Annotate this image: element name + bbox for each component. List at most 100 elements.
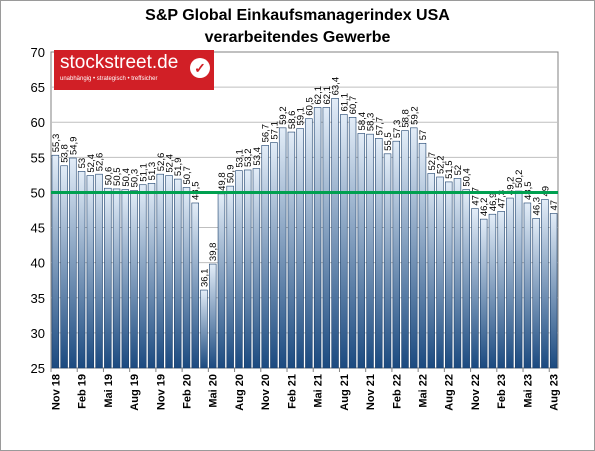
bar <box>278 127 287 369</box>
bar <box>217 193 226 369</box>
data-label: 59,2 <box>278 106 289 125</box>
data-label: 57 <box>418 130 429 141</box>
x-tick-label: Feb 21 <box>286 374 298 409</box>
x-tick-label: Aug 20 <box>234 374 246 411</box>
data-label: 56,7 <box>261 124 272 143</box>
data-label: 57,1 <box>269 121 280 140</box>
x-tick-label: Nov 22 <box>470 374 482 410</box>
data-label: 50,4 <box>121 168 132 187</box>
data-label: 47,3 <box>497 190 508 209</box>
bar <box>340 114 348 369</box>
chart-title: S&P Global Einkaufsmanagerindex USA vera… <box>1 5 594 49</box>
data-label: 52,6 <box>156 153 167 172</box>
data-label: 53,4 <box>252 147 263 166</box>
bar <box>366 133 374 369</box>
data-label: 46,9 <box>488 193 499 212</box>
bar <box>541 199 549 369</box>
x-tick-label: Aug 22 <box>444 374 456 411</box>
x-axis-ticks: Nov 18 Feb 19 Mai 19 Aug 19 Nov 19 Feb 20 Mai … <box>50 368 561 411</box>
bar <box>453 178 462 369</box>
y-tick-label: 50 <box>31 185 45 200</box>
y-tick-label: 25 <box>31 361 45 376</box>
y-tick-label: 70 <box>31 45 45 60</box>
bar <box>313 107 322 369</box>
data-label: 46,2 <box>479 198 490 217</box>
data-label: 51,3 <box>147 162 158 181</box>
y-tick-label: 55 <box>31 150 45 165</box>
bar <box>296 128 304 369</box>
bar <box>270 142 278 369</box>
bar <box>130 190 138 369</box>
bar <box>235 170 243 369</box>
x-tick-label: Mai 21 <box>313 374 325 408</box>
bar <box>348 117 357 369</box>
bar <box>51 154 60 369</box>
data-label: 60,7 <box>348 96 359 115</box>
bar <box>191 202 199 369</box>
data-label: 50,6 <box>103 167 114 186</box>
bar <box>506 197 514 369</box>
bar <box>497 211 505 369</box>
bars <box>51 98 558 369</box>
data-label: 50,5 <box>112 167 123 186</box>
x-tick-label: Feb 19 <box>77 374 89 409</box>
chart-title-line-2: verarbeitendes Gewerbe <box>204 29 391 46</box>
data-label: 51,1 <box>138 163 149 182</box>
data-label: 55,5 <box>383 132 394 151</box>
logo-name: stockstreet.de <box>60 52 179 73</box>
bar <box>322 107 331 369</box>
bar <box>410 127 418 369</box>
bar <box>471 208 479 369</box>
data-label: 49,8 <box>217 172 228 191</box>
data-label: 46,3 <box>532 197 543 216</box>
x-tick-label: Nov 21 <box>365 374 377 410</box>
bar <box>287 131 296 369</box>
bar <box>104 187 112 369</box>
data-label: 52,2 <box>435 155 446 174</box>
y-axis-ticks: 25 30 35 40 45 50 55 60 65 70 <box>31 45 45 376</box>
chart-title-line-1: S&P Global Einkaufsmanagerindex USA <box>145 7 450 24</box>
x-tick-label: Mai 23 <box>522 374 534 408</box>
data-label: 47 <box>549 200 560 211</box>
data-label: 49,2 <box>505 177 516 196</box>
data-label: 48,5 <box>191 181 202 200</box>
y-tick-label: 60 <box>31 115 45 130</box>
data-label: 50,2 <box>514 170 525 189</box>
data-label: 47,7 <box>470 187 481 206</box>
bar <box>200 289 208 369</box>
x-tick-label: Feb 23 <box>496 374 508 409</box>
x-tick-label: Nov 18 <box>50 374 62 410</box>
data-label: 39,8 <box>208 243 219 262</box>
x-tick-label: Nov 19 <box>155 374 167 410</box>
bar <box>418 142 427 369</box>
x-tick-label: Feb 20 <box>181 374 193 409</box>
data-label: 62,1 <box>322 86 333 105</box>
data-label: 53 <box>77 158 88 169</box>
bar <box>139 184 147 369</box>
bar <box>60 165 68 369</box>
bar <box>549 213 558 369</box>
x-tick-label: Aug 19 <box>129 374 141 411</box>
x-tick-label: Mai 19 <box>103 374 115 408</box>
bar <box>174 178 182 369</box>
data-label: 52,7 <box>427 152 438 171</box>
bar <box>523 202 532 369</box>
x-tick-label: Feb 22 <box>391 374 403 409</box>
bar <box>243 169 252 369</box>
bar <box>209 263 217 369</box>
data-label: 58,8 <box>401 109 412 128</box>
bar <box>182 187 191 369</box>
stockstreet-logo: stockstreet.de unabhängig • strategisch … <box>54 50 214 90</box>
bar <box>427 173 435 369</box>
data-label: 50,4 <box>462 168 473 187</box>
data-label: 48,5 <box>523 181 534 200</box>
data-label: 52,4 <box>86 154 97 173</box>
bar <box>445 181 453 369</box>
data-label: 52,6 <box>95 153 106 172</box>
data-label: 59,2 <box>409 106 420 125</box>
bar <box>401 130 409 369</box>
data-label: 55,3 <box>51 134 62 153</box>
bar <box>261 145 269 369</box>
x-tick-label: Mai 20 <box>208 374 220 408</box>
